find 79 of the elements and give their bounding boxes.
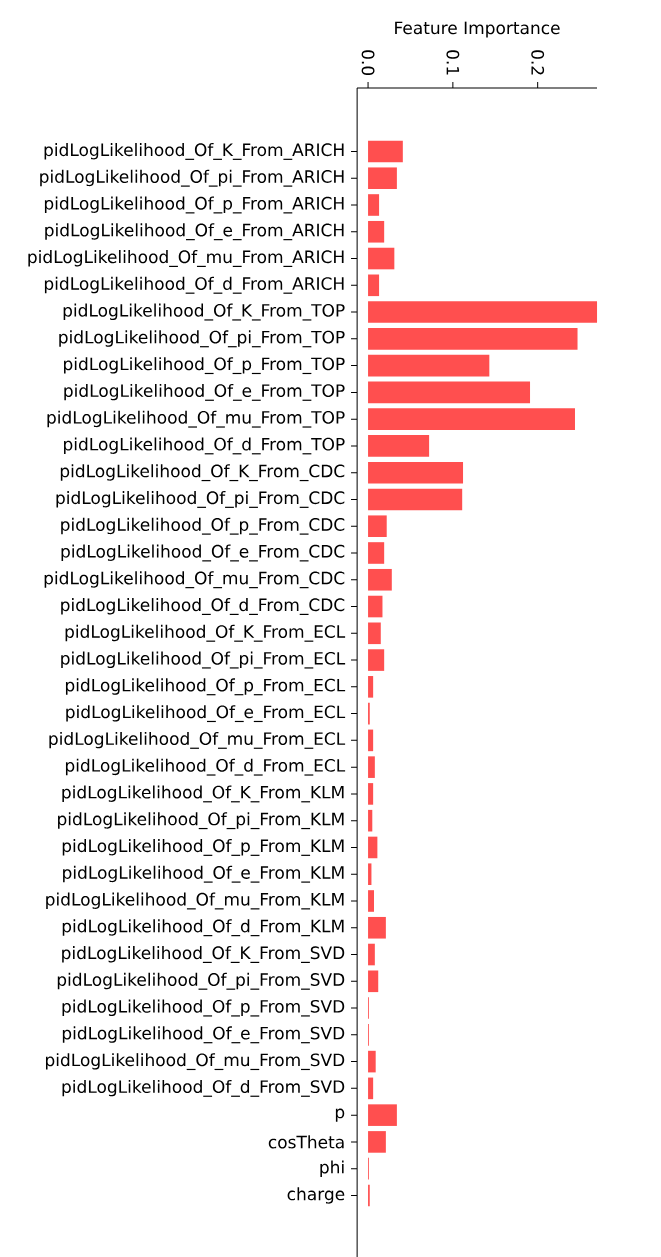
y-tick-label: pidLogLikelihood_Of_p_From_ECL [65,678,346,696]
bar [368,542,385,564]
bar [368,836,378,859]
bar [368,301,598,323]
y-tick-label: pidLogLikelihood_Of_p_From_SVD [62,999,345,1017]
y-tick-label: charge [287,1187,345,1204]
bar [368,890,374,912]
bar [368,756,375,778]
x-axis-title: Feature Importance [395,21,560,38]
x-tick-label: 0.1 [446,50,460,75]
y-tick-label: pidLogLikelihood_Of_e_From_KLM [63,865,344,883]
bar [368,676,374,698]
y-tick-label: pidLogLikelihood_Of_p_From_TOP [64,357,345,375]
bar [368,488,463,511]
y-tick-label: pidLogLikelihood_Of_p_From_CDC [61,517,345,535]
bar [368,595,383,618]
y-tick-label: pidLogLikelihood_Of_mu_From_ARICH [28,250,344,267]
y-tick-label: pidLogLikelihood_Of_K_From_KLM [62,785,344,803]
bar [368,328,578,350]
bar [368,515,387,538]
bar [368,1077,374,1100]
bar [368,167,397,190]
bar [368,970,379,993]
y-tick-label: pidLogLikelihood_Of_K_From_ARICH [44,142,344,160]
bar [368,568,392,591]
y-tick-label: pidLogLikelihood_Of_pi_From_KLM [58,812,344,830]
bar [368,408,575,430]
bar [368,1104,397,1126]
y-tick-label: pidLogLikelihood_Of_pi_From_SVD [57,972,345,990]
y-tick-label: pidLogLikelihood_Of_d_From_SVD [62,1079,345,1097]
bar [368,1131,386,1153]
y-tick-label: pidLogLikelihood_Of_e_From_CDC [61,544,345,562]
bar [368,783,374,805]
y-tick-label: pidLogLikelihood_Of_e_From_SVD [62,1026,345,1044]
y-tick-label: phi [320,1160,344,1177]
bar [368,1050,376,1073]
bar [368,809,373,832]
y-tick-label: cosTheta [268,1135,344,1149]
bar [368,435,430,457]
bar [368,194,380,216]
bar [368,220,385,243]
y-tick-label: pidLogLikelihood_Of_d_From_TOP [64,437,345,455]
y-tick-label: pidLogLikelihood_Of_mu_From_KLM [46,892,344,910]
y-tick-label: pidLogLikelihood_Of_p_From_ARICH [44,196,344,214]
bar [368,381,531,404]
x-tick-label: 0.0 [361,50,375,76]
bar [368,354,490,377]
y-tick-label: pidLogLikelihood_Of_pi_From_ARICH [40,169,344,187]
y-tick-label: pidLogLikelihood_Of_mu_From_TOP [47,410,345,428]
y-tick-label: pidLogLikelihood_Of_pi_From_CDC [56,490,345,508]
y-tick-label: pidLogLikelihood_Of_e_From_ARICH [45,223,344,241]
x-tick-label: 0.2 [531,50,545,75]
bar [368,943,375,966]
y-tick-label: pidLogLikelihood_Of_d_From_CDC [61,598,345,615]
bar [368,729,374,752]
y-tick-label: pidLogLikelihood_Of_pi_From_TOP [59,330,345,348]
y-tick-label: pidLogLikelihood_Of_e_From_TOP [64,383,345,401]
bar [368,247,395,270]
bar [368,274,380,297]
y-tick-label: pidLogLikelihood_Of_pi_From_ECL [61,651,346,669]
y-tick-label: pidLogLikelihood_Of_d_From_ARICH [44,276,344,294]
y-tick-label: pidLogLikelihood_Of_e_From_ECL [66,705,346,723]
bar [368,622,381,645]
bar [368,461,464,484]
y-tick-label: pidLogLikelihood_Of_K_From_TOP [63,303,345,321]
y-tick-label: pidLogLikelihood_Of_d_From_ECL [65,758,346,776]
y-tick-label: pidLogLikelihood_Of_d_From_KLM [62,919,344,937]
y-tick-label: pidLogLikelihood_Of_K_From_CDC [60,464,345,482]
y-tick-label: pidLogLikelihood_Of_mu_From_ECL [49,731,346,749]
y-tick-label: p [335,1108,345,1122]
y-tick-label: pidLogLikelihood_Of_mu_From_CDC [44,571,345,589]
bar [368,140,403,163]
y-tick-label: pidLogLikelihood_Of_K_From_SVD [62,946,345,963]
y-tick-label: pidLogLikelihood_Of_K_From_ECL [65,624,346,642]
y-tick-label: pidLogLikelihood_Of_p_From_KLM [62,838,344,856]
bar [368,863,372,886]
bar [368,649,385,671]
y-tick-label: pidLogLikelihood_Of_mu_From_SVD [45,1053,345,1071]
bar [368,916,386,939]
